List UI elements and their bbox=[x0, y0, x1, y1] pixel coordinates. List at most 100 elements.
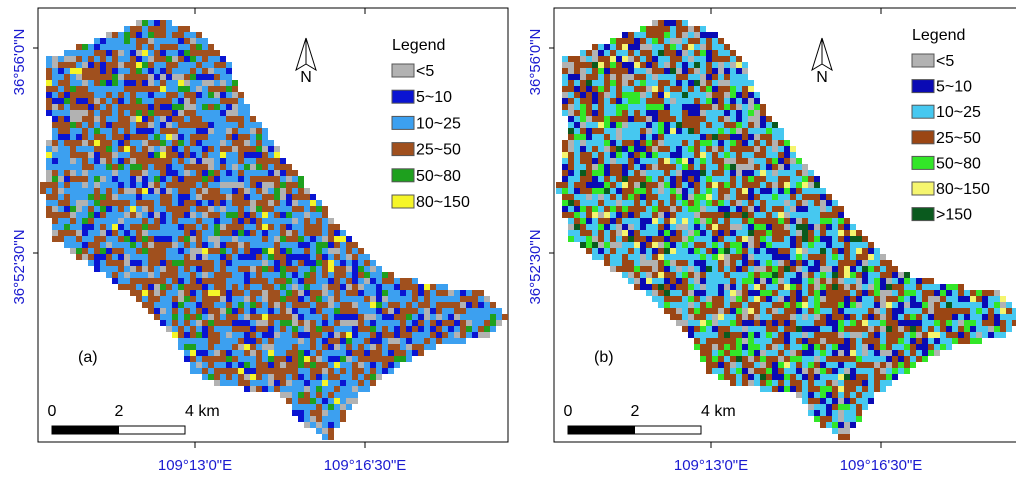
raster-cell bbox=[208, 296, 214, 302]
raster-cell bbox=[52, 218, 58, 224]
raster-cell bbox=[598, 236, 604, 242]
raster-cell bbox=[478, 326, 484, 332]
raster-cell bbox=[274, 380, 280, 386]
raster-cell bbox=[694, 200, 700, 206]
raster-cell bbox=[256, 380, 262, 386]
raster-cell bbox=[754, 272, 760, 278]
raster-cell bbox=[580, 224, 586, 230]
raster-cell bbox=[442, 314, 448, 320]
raster-cell bbox=[328, 362, 334, 368]
raster-cell bbox=[610, 242, 616, 248]
raster-cell bbox=[694, 326, 700, 332]
raster-cell bbox=[328, 314, 334, 320]
raster-cell bbox=[292, 314, 298, 320]
raster-cell bbox=[202, 212, 208, 218]
raster-cell bbox=[184, 260, 190, 266]
raster-cell bbox=[280, 392, 286, 398]
raster-cell bbox=[796, 362, 802, 368]
raster-cell bbox=[706, 140, 712, 146]
raster-cell bbox=[256, 218, 262, 224]
raster-cell bbox=[802, 296, 808, 302]
raster-cell bbox=[682, 242, 688, 248]
raster-cell bbox=[820, 188, 826, 194]
raster-cell bbox=[286, 182, 292, 188]
raster-cell bbox=[352, 344, 358, 350]
raster-cell bbox=[778, 356, 784, 362]
raster-cell bbox=[112, 206, 118, 212]
raster-cell bbox=[640, 116, 646, 122]
raster-cell bbox=[646, 68, 652, 74]
raster-cell bbox=[580, 56, 586, 62]
raster-cell bbox=[604, 224, 610, 230]
raster-cell bbox=[358, 296, 364, 302]
raster-cell bbox=[178, 158, 184, 164]
raster-cell bbox=[70, 74, 76, 80]
raster-cell bbox=[706, 212, 712, 218]
raster-cell bbox=[784, 140, 790, 146]
raster-cell bbox=[694, 56, 700, 62]
raster-cell bbox=[118, 272, 124, 278]
raster-cell bbox=[664, 182, 670, 188]
raster-cell bbox=[586, 212, 592, 218]
raster-cell bbox=[682, 170, 688, 176]
raster-cell bbox=[736, 152, 742, 158]
raster-cell bbox=[298, 368, 304, 374]
raster-cell bbox=[688, 224, 694, 230]
raster-cell bbox=[838, 296, 844, 302]
raster-cell bbox=[802, 284, 808, 290]
raster-cell bbox=[184, 56, 190, 62]
raster-cell bbox=[748, 92, 754, 98]
raster-cell bbox=[352, 254, 358, 260]
raster-cell bbox=[238, 308, 244, 314]
raster-cell bbox=[640, 50, 646, 56]
raster-cell bbox=[820, 320, 826, 326]
raster-cell bbox=[352, 350, 358, 356]
raster-cell bbox=[802, 344, 808, 350]
raster-cell bbox=[400, 338, 406, 344]
raster-cell bbox=[892, 314, 898, 320]
raster-cell bbox=[328, 290, 334, 296]
raster-cell bbox=[772, 188, 778, 194]
raster-cell bbox=[640, 152, 646, 158]
raster-cell bbox=[148, 212, 154, 218]
raster-cell bbox=[166, 248, 172, 254]
raster-cell bbox=[106, 200, 112, 206]
raster-cell bbox=[298, 410, 304, 416]
raster-cell bbox=[220, 224, 226, 230]
raster-cell bbox=[694, 338, 700, 344]
raster-cell bbox=[586, 176, 592, 182]
raster-cell bbox=[202, 74, 208, 80]
raster-cell bbox=[328, 308, 334, 314]
raster-cell bbox=[700, 302, 706, 308]
raster-cell bbox=[580, 98, 586, 104]
raster-cell bbox=[694, 164, 700, 170]
raster-cell bbox=[694, 344, 700, 350]
raster-cell bbox=[58, 194, 64, 200]
raster-cell bbox=[850, 344, 856, 350]
raster-cell bbox=[970, 308, 976, 314]
raster-cell bbox=[166, 26, 172, 32]
raster-cell bbox=[766, 164, 772, 170]
raster-cell bbox=[124, 278, 130, 284]
raster-cell bbox=[250, 374, 256, 380]
raster-cell bbox=[406, 332, 412, 338]
raster-cell bbox=[862, 356, 868, 362]
raster-cell bbox=[586, 182, 592, 188]
raster-cell bbox=[76, 56, 82, 62]
raster-cell bbox=[184, 338, 190, 344]
raster-cell bbox=[646, 110, 652, 116]
raster-cell bbox=[712, 44, 718, 50]
raster-cell bbox=[190, 278, 196, 284]
raster-cell bbox=[196, 164, 202, 170]
raster-cell bbox=[742, 200, 748, 206]
raster-cell bbox=[52, 98, 58, 104]
raster-cell bbox=[604, 182, 610, 188]
raster-cell bbox=[880, 338, 886, 344]
raster-cell bbox=[322, 218, 328, 224]
raster-cell bbox=[676, 68, 682, 74]
raster-cell bbox=[574, 74, 580, 80]
raster-cell bbox=[214, 110, 220, 116]
raster-cell bbox=[562, 104, 568, 110]
raster-cell bbox=[634, 230, 640, 236]
raster-cell bbox=[298, 362, 304, 368]
